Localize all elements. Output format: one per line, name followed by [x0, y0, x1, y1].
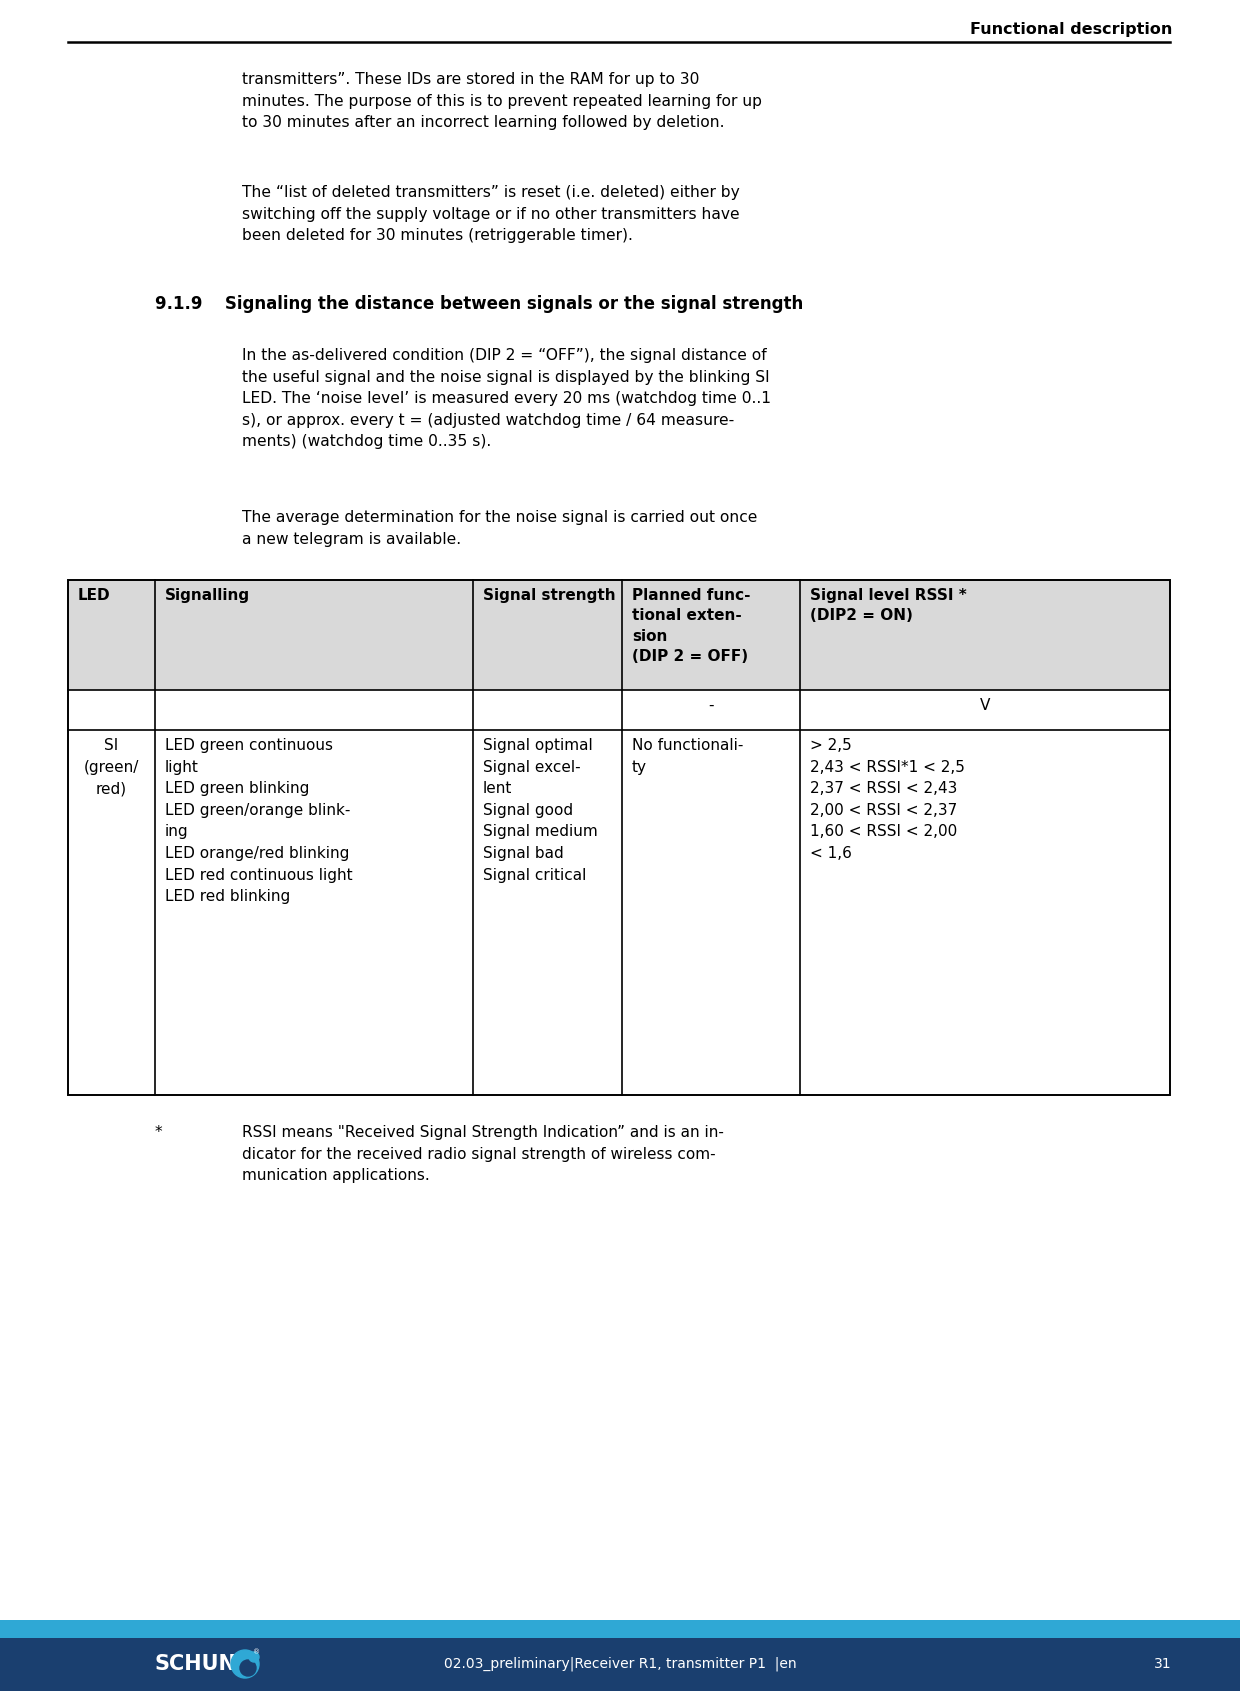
Circle shape: [241, 1661, 255, 1676]
Text: Planned func-
tional exten-
sion
(DIP 2 = OFF): Planned func- tional exten- sion (DIP 2 …: [632, 588, 750, 665]
Text: Signal level RSSI *
(DIP2 = ON): Signal level RSSI * (DIP2 = ON): [810, 588, 967, 624]
Text: The average determination for the noise signal is carried out once
a new telegra: The average determination for the noise …: [242, 511, 758, 546]
Circle shape: [249, 1652, 259, 1662]
Text: Signal strength: Signal strength: [484, 588, 615, 604]
Bar: [68, 580, 1171, 1096]
Bar: [68, 580, 1171, 690]
Bar: [0, 1620, 1240, 1639]
Text: LED green continuous
light
LED green blinking
LED green/orange blink-
ing
LED or: LED green continuous light LED green bli…: [165, 737, 352, 905]
Text: Signal optimal
Signal excel-
lent
Signal good
Signal medium
Signal bad
Signal cr: Signal optimal Signal excel- lent Signal…: [484, 737, 598, 883]
Text: -: -: [708, 698, 714, 714]
Bar: [0, 1639, 1240, 1691]
Text: No functionali-
ty: No functionali- ty: [632, 737, 743, 774]
Text: 31: 31: [1154, 1657, 1172, 1671]
Circle shape: [231, 1650, 259, 1677]
Text: 9.1.9  Signaling the distance between signals or the signal strength: 9.1.9 Signaling the distance between sig…: [155, 294, 804, 313]
Text: 02.03_preliminary|Receiver R1, transmitter P1  |en: 02.03_preliminary|Receiver R1, transmitt…: [444, 1657, 796, 1671]
Text: LED: LED: [78, 588, 110, 604]
Text: The “list of deleted transmitters” is reset (i.e. deleted) either by
switching o: The “list of deleted transmitters” is re…: [242, 184, 740, 244]
Text: ®: ®: [253, 1649, 260, 1655]
Text: SI
(green/
red): SI (green/ red): [84, 737, 139, 796]
Text: V: V: [980, 698, 991, 714]
Text: > 2,5
2,43 < RSSI*1 < 2,5
2,37 < RSSI < 2,43
2,00 < RSSI < 2,37
1,60 < RSSI < 2,: > 2,5 2,43 < RSSI*1 < 2,5 2,37 < RSSI < …: [810, 737, 965, 861]
Text: *: *: [155, 1125, 162, 1140]
Text: In the as-delivered condition (DIP 2 = “OFF”), the signal distance of
the useful: In the as-delivered condition (DIP 2 = “…: [242, 348, 771, 450]
Text: Signalling: Signalling: [165, 588, 250, 604]
Text: Functional description: Functional description: [970, 22, 1172, 37]
Text: transmitters”. These IDs are stored in the RAM for up to 30
minutes. The purpose: transmitters”. These IDs are stored in t…: [242, 73, 763, 130]
Text: SCHUNK: SCHUNK: [155, 1654, 253, 1674]
Text: RSSI means "Received Signal Strength Indication” and is an in-
dicator for the r: RSSI means "Received Signal Strength Ind…: [242, 1125, 724, 1184]
